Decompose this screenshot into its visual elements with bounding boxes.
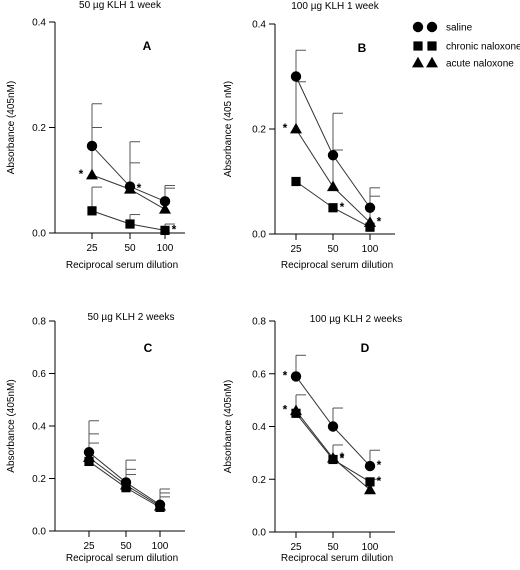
data-point-chronic-naloxone bbox=[160, 225, 170, 235]
y-tick-label: 0.2 bbox=[32, 474, 46, 485]
y-tick-label: 0.2 bbox=[252, 125, 266, 136]
y-axis-label: Absorbance (405nM) bbox=[223, 380, 234, 473]
panel-a: 0.0 0.2 0.4 25 50 100 50 µg KLH 1 week A Recipro… bbox=[6, 0, 185, 271]
significance-asterisk: * bbox=[283, 121, 288, 135]
x-axis-label: Reciprocal serum dilution bbox=[281, 260, 393, 271]
y-tick-label: 0.4 bbox=[252, 20, 266, 31]
chart-title: 50 µg KLH 1 week bbox=[79, 0, 162, 11]
x-tick-label: 25 bbox=[83, 541, 95, 552]
y-tick-label: 0.6 bbox=[32, 369, 46, 380]
x-axis-label: Reciprocal serum dilution bbox=[281, 553, 393, 564]
y-tick-label: 0.0 bbox=[252, 528, 266, 539]
data-point-chronic-naloxone bbox=[125, 219, 135, 229]
legend-marker-circle bbox=[426, 21, 438, 33]
x-tick-label: 25 bbox=[86, 243, 98, 254]
data-point-saline bbox=[290, 371, 302, 382]
x-tick-label: 100 bbox=[362, 542, 379, 553]
y-tick-label: 0.4 bbox=[32, 422, 46, 433]
y-tick-label: 0.2 bbox=[252, 475, 266, 486]
chart-title: 100 µg KLH 1 week bbox=[291, 1, 379, 12]
x-tick-label: 100 bbox=[157, 243, 174, 254]
x-tick-label: 50 bbox=[327, 542, 339, 553]
x-tick-label: 100 bbox=[152, 541, 169, 552]
y-axis-label: Absorbance (405 nM) bbox=[223, 81, 234, 177]
significance-asterisk: * bbox=[172, 222, 177, 236]
y-tick-label: 0.0 bbox=[32, 229, 46, 240]
panel-label: C bbox=[144, 341, 153, 355]
panel-d: 0.0 0.2 0.4 0.6 0.8 25 50 100 100 µg KLH 2 weeks… bbox=[223, 314, 402, 564]
y-tick-label: 0.8 bbox=[32, 317, 46, 328]
significance-asterisk: * bbox=[377, 458, 382, 472]
data-point-saline bbox=[86, 140, 98, 152]
data-point-chronic-naloxone bbox=[328, 203, 338, 213]
significance-asterisk: * bbox=[377, 474, 382, 488]
legend: saline chronic naloxone acute naloxone bbox=[412, 21, 520, 70]
y-tick-label: 0.2 bbox=[32, 123, 46, 134]
legend-marker-square bbox=[413, 41, 423, 51]
x-tick-label: 100 bbox=[362, 244, 379, 255]
data-point-chronic-naloxone bbox=[155, 502, 165, 512]
data-point-chronic-naloxone bbox=[291, 176, 301, 187]
x-tick-label: 50 bbox=[124, 243, 136, 254]
y-tick-label: 0.0 bbox=[252, 230, 266, 241]
data-point-chronic-naloxone bbox=[365, 477, 375, 487]
significance-asterisk: * bbox=[283, 403, 288, 417]
x-tick-label: 25 bbox=[290, 542, 302, 553]
data-point-saline bbox=[327, 150, 339, 161]
panel-label: A bbox=[143, 39, 152, 53]
x-tick-label: 50 bbox=[120, 541, 132, 552]
significance-asterisk: * bbox=[377, 214, 382, 228]
y-tick-label: 0.0 bbox=[32, 527, 46, 538]
data-point-saline bbox=[364, 202, 376, 213]
data-point-saline bbox=[159, 196, 171, 207]
significance-asterisk: * bbox=[283, 368, 288, 382]
data-point-saline bbox=[364, 460, 376, 472]
y-tick-label: 0.4 bbox=[32, 18, 46, 29]
legend-marker-circle bbox=[412, 21, 424, 33]
legend-label: chronic naloxone bbox=[446, 42, 520, 53]
data-point-acute-naloxone bbox=[290, 122, 302, 134]
legend-marker-triangle bbox=[412, 56, 424, 68]
data-point-acute-naloxone bbox=[159, 203, 171, 214]
chart-title: 50 µg KLH 2 weeks bbox=[88, 312, 175, 323]
x-tick-label: 50 bbox=[327, 244, 339, 255]
x-tick-label: 25 bbox=[290, 244, 302, 255]
legend-marker-triangle bbox=[426, 56, 438, 68]
data-point-chronic-naloxone bbox=[365, 222, 375, 232]
y-axis-label: Absorbance (405nM) bbox=[6, 81, 17, 174]
data-point-chronic-naloxone bbox=[291, 408, 301, 418]
data-point-acute-naloxone bbox=[364, 483, 376, 495]
y-tick-label: 0.6 bbox=[252, 369, 266, 380]
data-point-chronic-naloxone bbox=[328, 454, 338, 465]
panel-label: B bbox=[358, 41, 367, 55]
chart-title: 100 µg KLH 2 weeks bbox=[310, 314, 402, 325]
significance-asterisk: * bbox=[340, 451, 345, 465]
data-point-chronic-naloxone bbox=[121, 483, 131, 493]
panel-label: D bbox=[361, 341, 370, 355]
data-point-acute-naloxone bbox=[327, 180, 339, 192]
x-axis-label: Reciprocal serum dilution bbox=[66, 553, 178, 564]
significance-asterisk: * bbox=[137, 181, 142, 195]
panel-c: 0.0 0.2 0.4 0.6 0.8 25 50 100 50 µg KLH 2 weeks C… bbox=[6, 312, 185, 564]
y-axis-label: Absorbance (405nM) bbox=[6, 379, 17, 472]
significance-asterisk: * bbox=[79, 167, 84, 181]
data-point-acute-naloxone bbox=[124, 183, 136, 194]
x-axis-label: Reciprocal serum dilution bbox=[66, 260, 178, 271]
y-tick-label: 0.8 bbox=[252, 317, 266, 328]
significance-asterisk: * bbox=[340, 450, 345, 464]
data-point-chronic-naloxone bbox=[84, 456, 94, 467]
data-point-saline bbox=[290, 71, 302, 82]
legend-label: acute naloxone bbox=[446, 59, 514, 70]
data-point-chronic-naloxone bbox=[87, 206, 97, 216]
data-point-acute-naloxone bbox=[86, 168, 98, 180]
data-point-saline bbox=[327, 421, 339, 432]
legend-marker-square bbox=[427, 41, 437, 51]
panel-b: 0.0 0.2 0.4 25 50 100 100 µg KLH 1 week B Recipr… bbox=[223, 1, 395, 271]
y-tick-label: 0.4 bbox=[252, 422, 266, 433]
legend-label: saline bbox=[446, 23, 473, 34]
significance-asterisk: * bbox=[340, 200, 345, 214]
